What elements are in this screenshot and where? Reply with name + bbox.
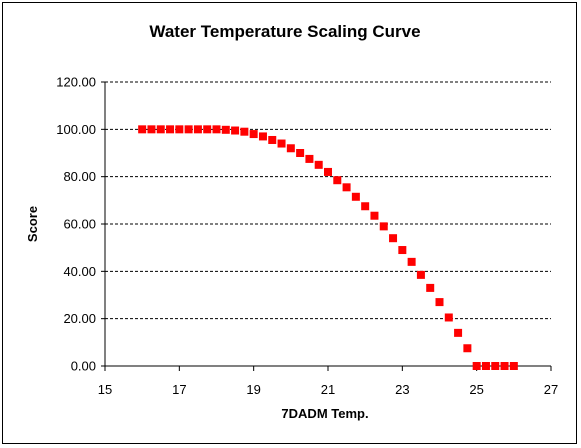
data-point bbox=[156, 125, 165, 134]
data-point bbox=[184, 125, 193, 134]
x-tick-label: 15 bbox=[98, 382, 112, 397]
data-point bbox=[305, 154, 314, 163]
chart-frame bbox=[2, 2, 577, 444]
x-tick-label: 23 bbox=[395, 382, 409, 397]
y-tick-label: 40.00 bbox=[63, 264, 96, 279]
x-tick-label: 25 bbox=[469, 382, 483, 397]
data-point bbox=[444, 313, 453, 322]
y-tick-label: 80.00 bbox=[63, 169, 96, 184]
data-point bbox=[463, 344, 472, 353]
data-point bbox=[324, 167, 332, 176]
y-axis-label: Score bbox=[25, 206, 40, 242]
data-point bbox=[370, 211, 379, 220]
data-point bbox=[351, 192, 360, 201]
data-point bbox=[389, 234, 398, 243]
data-point bbox=[212, 125, 221, 134]
data-point bbox=[203, 125, 212, 134]
y-tick-label: 0.00 bbox=[71, 359, 96, 374]
data-point bbox=[398, 246, 407, 255]
y-tick-label: 20.00 bbox=[63, 311, 96, 326]
data-point bbox=[221, 125, 230, 134]
data-point bbox=[314, 160, 323, 169]
data-point bbox=[454, 328, 463, 337]
data-point bbox=[231, 126, 240, 135]
data-point bbox=[286, 144, 295, 153]
data-point bbox=[379, 222, 388, 231]
data-point bbox=[342, 183, 351, 192]
data-point bbox=[333, 176, 342, 185]
y-tick-label: 120.00 bbox=[56, 75, 96, 90]
x-tick-label: 21 bbox=[321, 382, 335, 397]
chart-title: Water Temperature Scaling Curve bbox=[149, 22, 420, 41]
data-point bbox=[407, 257, 416, 266]
x-tick-label: 19 bbox=[246, 382, 260, 397]
data-point bbox=[296, 149, 305, 157]
data-point bbox=[138, 125, 147, 134]
data-point bbox=[500, 362, 509, 370]
data-point bbox=[481, 362, 490, 370]
data-point bbox=[147, 125, 156, 134]
data-point bbox=[491, 362, 500, 370]
data-point bbox=[268, 135, 277, 144]
y-tick-label: 60.00 bbox=[63, 217, 96, 232]
data-point bbox=[175, 125, 184, 134]
x-axis-label: 7DADM Temp. bbox=[281, 406, 368, 421]
data-point bbox=[240, 127, 249, 136]
x-tick-label: 27 bbox=[544, 382, 558, 397]
data-point bbox=[472, 362, 481, 370]
data-point bbox=[277, 139, 286, 148]
data-point bbox=[249, 130, 258, 139]
y-tick-label: 100.00 bbox=[56, 122, 96, 137]
data-point bbox=[426, 283, 435, 292]
data-point bbox=[193, 125, 202, 134]
data-point bbox=[509, 362, 518, 370]
data-point bbox=[435, 298, 444, 307]
data-point bbox=[258, 132, 267, 141]
x-tick-label: 17 bbox=[172, 382, 186, 397]
data-point bbox=[166, 125, 175, 134]
data-point bbox=[416, 270, 425, 279]
data-point bbox=[361, 202, 370, 211]
